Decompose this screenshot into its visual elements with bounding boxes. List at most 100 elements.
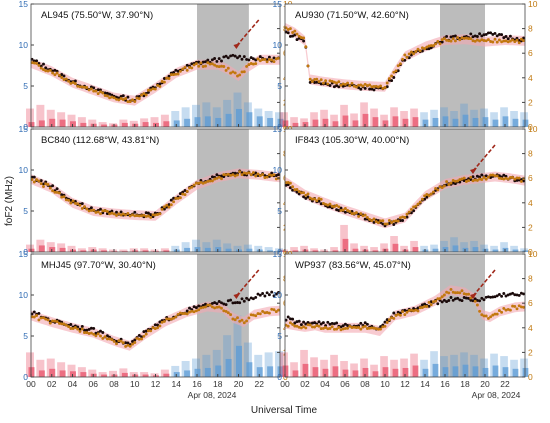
- point-black: [295, 320, 299, 324]
- point-orange: [272, 308, 276, 312]
- point-black: [183, 189, 187, 192]
- point-black: [60, 73, 64, 76]
- point-orange: [495, 312, 499, 316]
- point-orange: [295, 188, 299, 191]
- point-orange: [372, 85, 376, 88]
- point-orange: [321, 326, 325, 330]
- point-black: [233, 301, 237, 305]
- point-orange: [396, 64, 400, 68]
- point-orange: [326, 327, 330, 331]
- point-orange: [440, 295, 444, 299]
- point-orange: [103, 94, 107, 97]
- point-orange: [482, 314, 486, 318]
- station-label: AU930 (71.50°W, 42.60°N): [295, 10, 409, 21]
- bar-secondary: [160, 248, 169, 252]
- point-orange: [464, 36, 468, 40]
- bar-primary: [432, 363, 439, 377]
- point-black: [497, 174, 501, 178]
- bar-primary: [452, 118, 459, 127]
- point-black: [226, 299, 230, 303]
- point-orange: [144, 93, 148, 97]
- point-orange: [354, 85, 358, 89]
- point-orange: [37, 318, 41, 322]
- point-orange: [357, 83, 361, 87]
- y-tick-label-left: 0: [277, 122, 282, 132]
- point-orange: [354, 211, 358, 215]
- point-orange: [511, 176, 515, 179]
- point-black: [453, 34, 457, 38]
- point-black: [215, 173, 219, 177]
- y-tick-label-left: 0: [277, 247, 282, 257]
- bar-primary: [522, 367, 529, 377]
- point-black: [335, 208, 339, 212]
- point-orange: [392, 70, 396, 74]
- point-orange: [94, 334, 98, 338]
- x-tick-label: 16: [192, 379, 202, 389]
- point-black: [105, 212, 109, 216]
- point-black: [462, 296, 466, 299]
- point-black: [513, 293, 517, 297]
- bar-secondary: [420, 245, 428, 252]
- point-orange: [513, 304, 517, 308]
- bar-primary: [432, 117, 439, 127]
- bar-primary: [194, 368, 201, 377]
- x-tick-label: 12: [151, 379, 161, 389]
- point-orange: [261, 173, 265, 176]
- point-orange: [162, 319, 166, 323]
- point-orange: [103, 335, 107, 339]
- point-orange: [199, 306, 203, 310]
- point-black: [436, 302, 440, 306]
- point-black: [482, 298, 486, 302]
- point-black: [265, 291, 269, 295]
- point-orange: [176, 196, 180, 200]
- point-black: [115, 339, 118, 343]
- point-black: [335, 321, 339, 325]
- point-orange: [267, 173, 271, 177]
- point-orange: [357, 214, 361, 218]
- point-orange: [140, 93, 144, 97]
- point-orange: [304, 326, 308, 330]
- point-orange: [121, 341, 125, 345]
- point-orange: [297, 190, 301, 193]
- point-orange: [35, 61, 39, 65]
- point-orange: [53, 73, 57, 77]
- point-orange: [480, 178, 484, 181]
- point-black: [372, 220, 376, 224]
- point-black: [308, 80, 312, 84]
- point-orange: [398, 313, 402, 317]
- point-orange: [174, 72, 178, 76]
- envelope-band: [31, 168, 280, 221]
- point-orange: [153, 327, 157, 331]
- point-orange: [153, 87, 157, 91]
- point-black: [504, 294, 508, 298]
- point-black: [272, 294, 276, 298]
- bar-primary: [277, 366, 284, 377]
- bar-primary: [256, 116, 263, 127]
- bar-primary: [225, 113, 232, 127]
- bar-secondary: [330, 354, 338, 377]
- point-orange: [346, 209, 350, 212]
- point-black: [144, 329, 148, 333]
- bar-primary: [215, 365, 222, 377]
- point-orange: [324, 79, 328, 83]
- point-orange: [37, 63, 41, 67]
- point-black: [39, 64, 43, 68]
- point-orange: [308, 323, 312, 327]
- point-orange: [201, 65, 205, 68]
- point-black: [392, 311, 396, 315]
- station-label: IF843 (105.30°W, 40.00°N): [295, 135, 409, 146]
- point-orange: [220, 306, 223, 310]
- point-orange: [201, 181, 205, 185]
- point-orange: [350, 81, 354, 85]
- bar-primary: [372, 371, 379, 377]
- point-orange: [206, 303, 210, 307]
- point-black: [238, 54, 242, 58]
- point-black: [403, 58, 407, 62]
- point-orange: [270, 174, 274, 177]
- point-orange: [55, 320, 59, 324]
- point-black: [401, 219, 405, 222]
- point-black: [475, 298, 479, 302]
- bar-primary: [246, 362, 253, 377]
- bar-primary: [502, 367, 509, 377]
- bar-primary: [472, 247, 479, 252]
